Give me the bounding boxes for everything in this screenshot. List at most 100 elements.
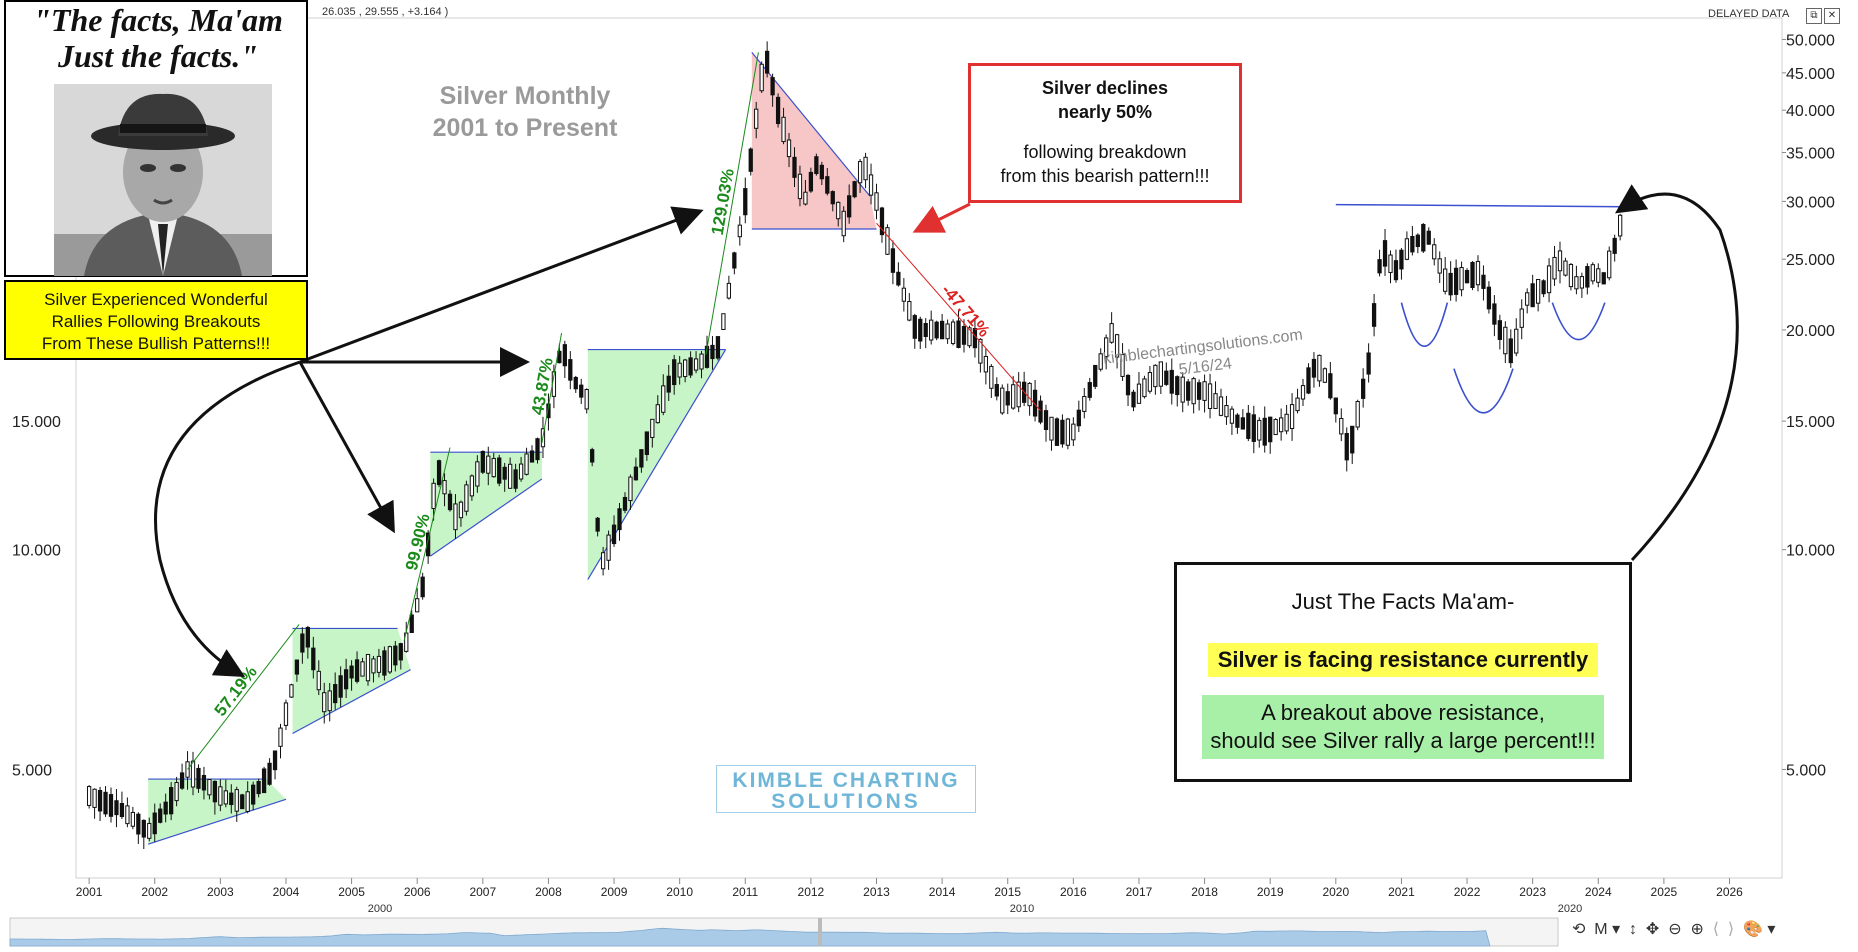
navigator-handle: [818, 918, 822, 946]
candle-body-132: [808, 171, 814, 192]
x-tick-label-8: 2009: [601, 885, 628, 899]
bullish-bottom-line-0: [147, 798, 287, 845]
candle-body-229: [1339, 417, 1344, 435]
candle-body-140: [852, 181, 857, 198]
cup-arc-2: [1551, 302, 1606, 341]
y-tick-label-2: 40.000: [1786, 103, 1835, 120]
candle-body-136: [830, 191, 835, 205]
candle-body-134: [819, 164, 824, 180]
candle-body-258: [1497, 320, 1502, 340]
candle-body-126: [775, 96, 781, 125]
candle-body-17: [179, 772, 185, 789]
y-tick-label-3: 35.000: [1786, 146, 1835, 163]
candle-body-125: [770, 77, 775, 96]
candle-body-75: [497, 457, 502, 484]
period-selector[interactable]: M ▾: [1594, 921, 1621, 938]
candle-body-259: [1503, 326, 1508, 355]
candle-body-31: [256, 781, 261, 795]
candle-body-195: [1153, 364, 1158, 388]
scroll-right-icon[interactable]: ⟩: [1727, 921, 1735, 938]
candle-body-20: [196, 767, 201, 789]
candle-body-52: [371, 658, 376, 674]
navigator-area: [9, 927, 1491, 947]
candle-body-68: [458, 501, 464, 519]
candle-body-218: [1278, 417, 1284, 433]
candle-body-274: [1585, 266, 1590, 288]
candle-body-37: [289, 684, 294, 698]
x-tick-label-6: 2007: [469, 885, 496, 899]
candle-body-255: [1481, 274, 1486, 289]
close-icon[interactable]: ✕: [1824, 8, 1840, 24]
candle-body-64: [436, 460, 442, 486]
candle-body-269: [1557, 250, 1563, 272]
candle-body-240: [1399, 249, 1404, 270]
candle-body-42: [316, 670, 321, 691]
candle-body-18: [185, 761, 190, 778]
candle-body-277: [1601, 272, 1606, 285]
candle-body-92: [590, 449, 595, 463]
candle-body-172: [1027, 382, 1032, 407]
zoom-out-icon[interactable]: ⊖: [1668, 921, 1682, 938]
candle-body-193: [1142, 378, 1147, 398]
x-tick-label-23: 2024: [1585, 885, 1612, 899]
candle-body-61: [420, 576, 425, 598]
candle-body-88: [568, 359, 573, 381]
y-tick-label-6: 20.000: [1786, 323, 1835, 340]
candle-body-187: [1109, 323, 1114, 343]
y-left-tick-label-7: 15.000: [12, 414, 61, 431]
candle-body-264: [1530, 283, 1535, 308]
candle-body-164: [983, 355, 989, 373]
palette-icon[interactable]: 🎨 ▾: [1743, 921, 1776, 938]
candle-body-201: [1186, 381, 1191, 401]
candle-body-23: [212, 780, 218, 803]
vertical-scale-icon[interactable]: ↕: [1629, 921, 1637, 938]
x-tick-label-25: 2026: [1716, 885, 1743, 899]
gain-line-3: [705, 52, 759, 355]
candle-body-59: [409, 614, 414, 634]
scroll-left-icon[interactable]: ⟨: [1712, 921, 1720, 938]
zoom-in-icon[interactable]: ⊕: [1690, 921, 1704, 938]
candle-body-252: [1464, 269, 1470, 284]
x-tick-label-7: 2008: [535, 885, 562, 899]
pan-icon[interactable]: ✥: [1645, 921, 1660, 938]
candle-body-82: [535, 438, 540, 461]
candle-body-102: [644, 431, 649, 456]
candle-body-212: [1246, 412, 1251, 439]
candle-body-67: [453, 503, 458, 531]
candle-body-144: [874, 192, 879, 211]
candle-body-96: [611, 524, 617, 545]
candle-body-121: [748, 148, 753, 172]
restore-icon[interactable]: ⧉: [1806, 8, 1822, 24]
candle-body-78: [513, 469, 518, 489]
logo-line-2: SOLUTIONS: [771, 790, 921, 813]
candle-body-232: [1355, 401, 1360, 428]
candle-body-36: [283, 702, 289, 726]
candle-body-176: [1049, 416, 1054, 441]
candle-body-116: [721, 313, 726, 330]
candle-body-5: [114, 800, 119, 816]
note-line-2: Rallies Following Breakouts: [51, 312, 261, 331]
quote-line-2: Just the facts.": [58, 38, 258, 74]
candle-body-69: [464, 484, 469, 512]
bullish-bottom-line-2: [429, 478, 543, 557]
just-the-facts-box: Just The Facts Ma'am- Silver is facing r…: [1174, 562, 1632, 782]
candle-body-215: [1262, 417, 1267, 446]
candle-body-142: [863, 156, 868, 181]
candle-body-191: [1131, 391, 1136, 408]
candle-body-241: [1404, 238, 1410, 260]
candle-body-71: [475, 461, 480, 487]
candle-body-11: [147, 822, 152, 839]
candle-body-246: [1432, 244, 1437, 260]
candle-body-210: [1235, 414, 1240, 428]
candle-body-13: [158, 808, 163, 823]
candle-body-107: [672, 359, 677, 386]
candle-body-117: [726, 282, 732, 299]
facts-heading: Just The Facts Ma'am-: [1291, 589, 1515, 614]
candle-body-77: [508, 463, 513, 489]
candle-body-197: [1164, 370, 1169, 385]
candle-body-48: [349, 665, 354, 679]
reset-icon[interactable]: ⟲: [1572, 921, 1586, 938]
x-tick-label-13: 2014: [929, 885, 956, 899]
candle-body-139: [847, 195, 852, 218]
